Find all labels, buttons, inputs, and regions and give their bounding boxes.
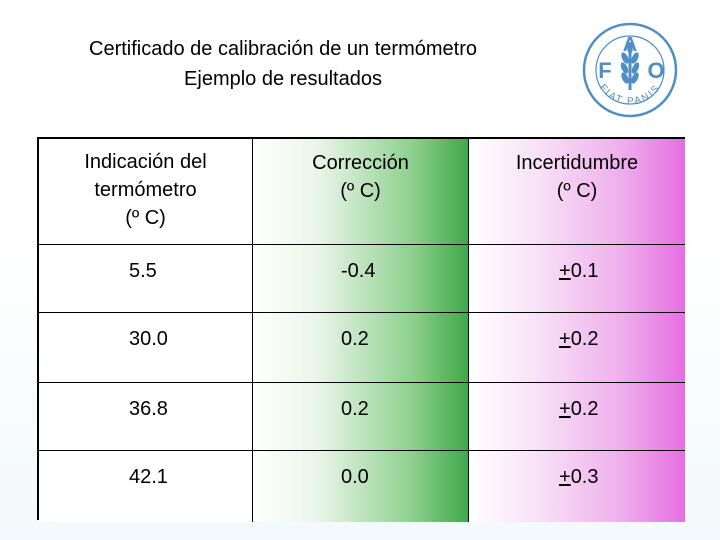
correction-value: 0.2: [341, 398, 369, 420]
fao-logo: F A O FIAT PANIS: [582, 22, 678, 118]
header-indication: Indicación del termómetro (º C): [39, 139, 253, 245]
table-row-cell-uncertainty: +0.2: [469, 313, 685, 383]
plus-minus-sign: +: [559, 260, 571, 282]
uncertainty-value: +0.2: [559, 327, 599, 351]
header-uncertainty: Incertidumbre (º C): [469, 139, 685, 245]
uncertainty-number: 0.1: [570, 260, 599, 282]
table-row-cell-uncertainty: +0.2: [469, 383, 685, 451]
logo-letter-o: O: [647, 58, 664, 83]
table-row-cell-indication: 36.8: [39, 383, 253, 451]
header-correction-line-1: Corrección: [312, 152, 409, 174]
fao-wheat-emblem-icon: [620, 42, 640, 90]
header-indication-line-1: Indicación del: [84, 151, 207, 173]
table-row-cell-correction: 0.2: [253, 313, 469, 383]
table-row-cell-correction: 0.0: [253, 451, 469, 522]
header-correction: Corrección (º C): [253, 139, 469, 245]
uncertainty-number: 0.2: [570, 328, 599, 350]
slide-title: Certificado de calibración de un termóme…: [0, 36, 566, 92]
plus-minus-sign: +: [559, 466, 571, 488]
correction-value: 0.0: [341, 466, 369, 488]
uncertainty-number: 0.2: [570, 398, 599, 420]
table-row-cell-correction: 0.2: [253, 383, 469, 451]
header-indication-line-3: (º C): [125, 207, 166, 229]
table-row-cell-indication: 42.1: [39, 451, 253, 522]
indication-value: 30.0: [129, 328, 168, 350]
logo-letter-a: A: [623, 34, 637, 56]
header-uncertainty-line-1: Incertidumbre: [515, 152, 639, 174]
indication-value: 42.1: [129, 466, 168, 488]
uncertainty-value: +0.2: [559, 397, 599, 421]
header-correction-line-2: (º C): [340, 180, 381, 202]
indication-value: 36.8: [129, 398, 168, 420]
plus-minus-sign: +: [559, 398, 571, 420]
plus-minus-sign: +: [559, 328, 571, 350]
uncertainty-value: +0.3: [559, 465, 599, 489]
header-uncertainty-line-2: (º C): [556, 180, 598, 202]
correction-value: -0.4: [341, 260, 376, 282]
uncertainty-value: +0.1: [559, 259, 599, 283]
title-line-2: Ejemplo de resultados: [184, 68, 382, 90]
table-row-cell-uncertainty: +0.3: [469, 451, 685, 522]
header-indication-line-2: termómetro: [94, 179, 197, 201]
indication-value: 5.5: [129, 260, 157, 282]
table-row-cell-indication: 30.0: [39, 313, 253, 383]
uncertainty-number: 0.3: [570, 466, 599, 488]
table-row-cell-indication: 5.5: [39, 245, 253, 313]
title-line-1: Certificado de calibración de un termóme…: [89, 38, 477, 60]
table-row-cell-uncertainty: +0.1: [469, 245, 685, 313]
correction-value: 0.2: [341, 328, 369, 350]
logo-letter-f: F: [598, 58, 611, 83]
calibration-table: Indicación del termómetro (º C) Correcci…: [37, 137, 685, 522]
table-row-cell-correction: -0.4: [253, 245, 469, 313]
